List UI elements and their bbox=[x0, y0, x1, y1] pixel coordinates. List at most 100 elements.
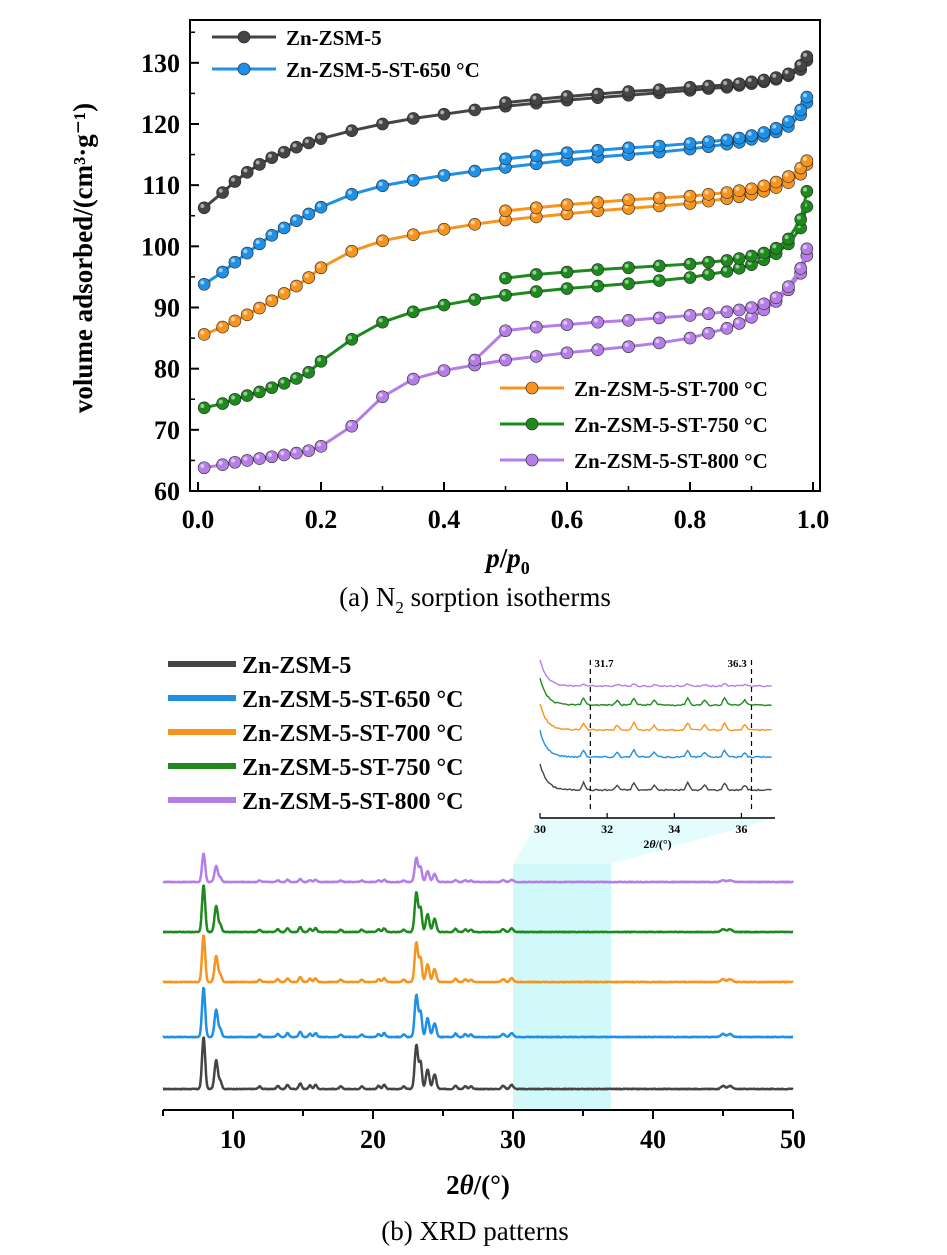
adsorption-point bbox=[345, 244, 359, 258]
x-label-slash: / bbox=[499, 543, 508, 573]
adsorption-point bbox=[622, 340, 635, 353]
desorption-line bbox=[505, 159, 808, 213]
point-highlight bbox=[200, 203, 205, 208]
xrd-pattern-2 bbox=[162, 934, 794, 984]
point-highlight bbox=[723, 81, 728, 86]
inset-x-tick-label: 36 bbox=[735, 822, 747, 836]
point-highlight bbox=[255, 160, 260, 165]
point-highlight bbox=[747, 131, 752, 136]
isotherm-chart: 0.0 0.2 0.4 0.6 0.8 1.0 60 70 80 90 100 110 120 130 Z… bbox=[68, 19, 829, 617]
point-highlight bbox=[593, 345, 598, 350]
adsorption-point bbox=[253, 385, 266, 399]
desorption-point bbox=[591, 87, 605, 101]
point-highlight bbox=[803, 93, 808, 98]
point-highlight bbox=[593, 282, 598, 287]
desorption-point bbox=[529, 149, 543, 163]
point-highlight bbox=[304, 210, 309, 215]
desorption-point bbox=[794, 103, 808, 117]
desorption-point bbox=[702, 79, 715, 93]
point-highlight bbox=[501, 356, 506, 361]
adsorption-point bbox=[437, 169, 451, 182]
adsorption-point bbox=[265, 450, 279, 464]
adsorption-point bbox=[560, 282, 574, 295]
desorption-point bbox=[769, 291, 783, 305]
point-highlight bbox=[200, 404, 205, 409]
y-tick-label: 110 bbox=[142, 171, 180, 200]
point-highlight bbox=[440, 225, 445, 230]
point-highlight bbox=[532, 270, 537, 275]
point-highlight bbox=[593, 198, 598, 203]
point-highlight bbox=[704, 137, 709, 142]
point-highlight bbox=[470, 220, 475, 225]
desorption-point bbox=[720, 78, 734, 92]
desorption-point bbox=[702, 188, 715, 201]
point-highlight bbox=[280, 289, 285, 294]
desorption-point bbox=[622, 314, 635, 327]
adsorption-point bbox=[228, 314, 242, 328]
point-highlight bbox=[735, 134, 740, 139]
y-tick-label: 130 bbox=[141, 49, 180, 78]
point-highlight bbox=[803, 187, 808, 192]
adsorption-point bbox=[406, 173, 420, 187]
point-highlight bbox=[347, 126, 352, 131]
point-highlight bbox=[624, 263, 629, 268]
point-highlight bbox=[470, 167, 475, 172]
adsorption-point bbox=[240, 308, 254, 322]
point-highlight bbox=[655, 85, 660, 90]
adsorption-point bbox=[240, 166, 254, 179]
adsorption-point bbox=[240, 389, 254, 402]
point-highlight bbox=[280, 224, 285, 229]
adsorption-point bbox=[652, 336, 666, 350]
desorption-point bbox=[782, 170, 795, 183]
legend-entry-4: Zn-ZSM-5-ST-800 °C bbox=[500, 449, 768, 473]
inset-pattern-3 bbox=[539, 678, 772, 707]
adsorption-point bbox=[720, 321, 734, 335]
legend-entry-2: Zn-ZSM-5-ST-700 °C bbox=[500, 377, 768, 401]
point-highlight bbox=[532, 151, 537, 156]
legend-label: Zn-ZSM-5 bbox=[286, 26, 382, 50]
point-highlight bbox=[243, 391, 248, 396]
point-highlight bbox=[532, 323, 537, 328]
inset-annotation-label: 31.7 bbox=[594, 658, 614, 670]
xrd-legend-entry-4: Zn-ZSM-5-ST-800 °C bbox=[168, 789, 463, 815]
point-highlight bbox=[440, 110, 445, 115]
xrd-inset: 31.7 36.3 30 32 34 36 2θ/(°) bbox=[534, 648, 775, 851]
point-highlight bbox=[255, 240, 260, 245]
adsorption-point bbox=[216, 186, 229, 199]
adsorption-point bbox=[253, 158, 266, 171]
adsorption-point bbox=[302, 444, 316, 457]
xrd-pattern-0 bbox=[162, 1036, 794, 1091]
desorption-point bbox=[794, 262, 808, 275]
adsorption-point bbox=[437, 298, 451, 312]
isotherm-series-4 bbox=[197, 242, 814, 475]
point-highlight bbox=[200, 463, 205, 468]
point-highlight bbox=[317, 263, 322, 268]
desorption-point bbox=[560, 318, 574, 331]
adsorption-point bbox=[591, 279, 605, 293]
point-highlight bbox=[218, 268, 223, 273]
point-highlight bbox=[686, 192, 691, 197]
point-highlight bbox=[723, 188, 728, 193]
adsorption-point bbox=[253, 452, 266, 465]
xrd-x-label-two: 2 bbox=[446, 1170, 460, 1200]
point-highlight bbox=[796, 264, 801, 269]
isotherm-series-2 bbox=[197, 154, 814, 341]
point-highlight bbox=[796, 61, 801, 66]
adsorption-point bbox=[406, 372, 420, 386]
desorption-point bbox=[745, 301, 758, 314]
point-highlight bbox=[624, 87, 629, 92]
desorption-point bbox=[732, 252, 746, 265]
adsorption-point bbox=[468, 293, 482, 306]
point-highlight bbox=[317, 357, 322, 362]
point-highlight bbox=[796, 215, 801, 220]
point-highlight bbox=[655, 276, 660, 281]
point-highlight bbox=[218, 399, 223, 404]
adsorption-point bbox=[197, 401, 211, 415]
adsorption-point bbox=[376, 234, 389, 248]
point-highlight bbox=[655, 339, 660, 344]
adsorption-point bbox=[228, 175, 242, 188]
point-highlight bbox=[735, 319, 740, 324]
adsorption-point bbox=[290, 372, 303, 385]
desorption-point bbox=[591, 263, 605, 276]
adsorption-point bbox=[216, 458, 229, 471]
